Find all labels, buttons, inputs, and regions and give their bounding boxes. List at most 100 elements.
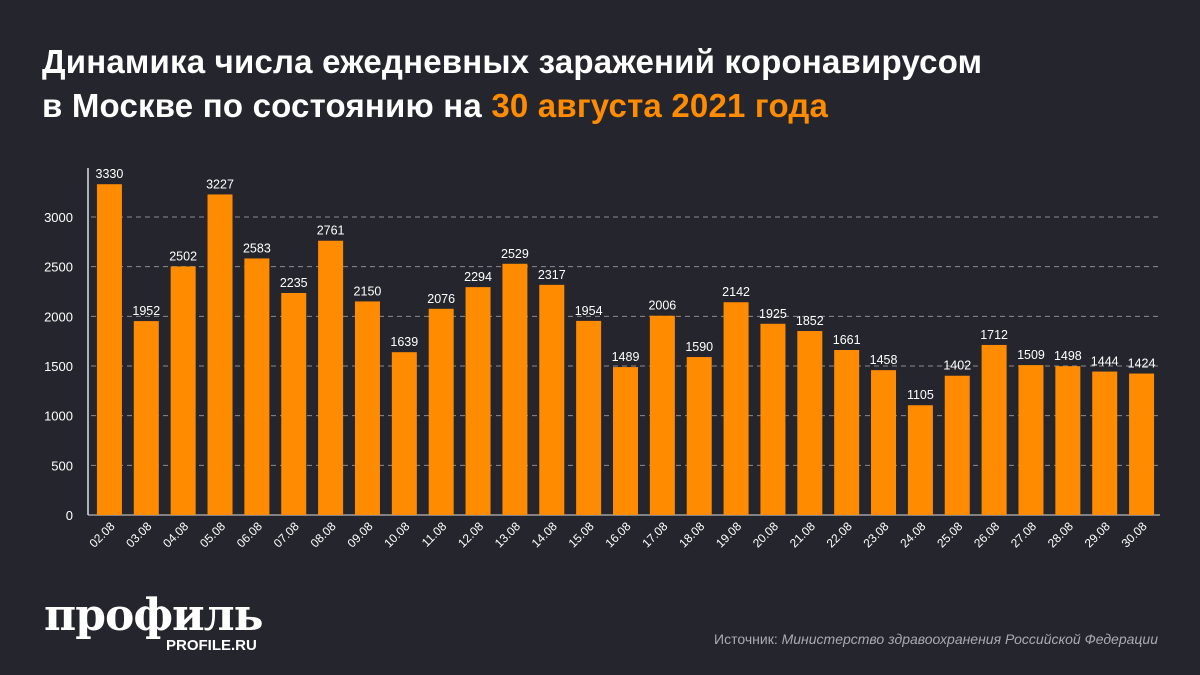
title-date: 30 августа 2021 года <box>491 87 829 124</box>
bar <box>760 323 786 515</box>
y-tick-label: 1000 <box>44 409 73 424</box>
data-label: 2076 <box>427 292 455 306</box>
data-label: 3330 <box>96 167 124 181</box>
logo: профиль <box>44 590 264 641</box>
source-note: Источник: Министерство здравоохранения Р… <box>714 631 1158 647</box>
x-tick-label: 30.08 <box>1119 519 1150 550</box>
x-tick-label: 21.08 <box>787 519 818 550</box>
y-tick-label: 1500 <box>44 359 73 374</box>
data-label: 2150 <box>354 284 382 298</box>
x-tick-label: 03.08 <box>123 519 154 550</box>
data-label: 2317 <box>538 268 566 282</box>
bar <box>207 194 233 515</box>
bar <box>686 357 712 515</box>
x-tick-label: 20.08 <box>750 519 781 550</box>
source-label: Источник: <box>714 631 778 647</box>
bar <box>1129 373 1155 515</box>
bar <box>1092 371 1118 515</box>
x-tick-label: 09.08 <box>344 519 375 550</box>
bar <box>944 375 970 515</box>
data-label: 1712 <box>980 328 1008 342</box>
x-tick-label: 11.08 <box>419 519 450 550</box>
bar <box>170 266 196 515</box>
data-label: 1509 <box>1017 348 1045 362</box>
x-tick-label: 23.08 <box>861 519 892 550</box>
data-label: 1954 <box>575 304 603 318</box>
x-tick-label: 19.08 <box>713 519 744 550</box>
x-tick-label: 18.08 <box>676 519 707 550</box>
bar <box>318 240 344 515</box>
x-tick-label: 05.08 <box>197 519 228 550</box>
data-label: 2235 <box>280 276 308 290</box>
bar <box>354 301 380 515</box>
bar <box>244 258 270 515</box>
bar <box>576 320 602 515</box>
data-label: 1852 <box>796 314 824 328</box>
bar <box>834 350 860 515</box>
bar <box>391 352 417 515</box>
data-label: 2294 <box>464 270 492 284</box>
logo-site: PROFILE.RU <box>166 637 257 654</box>
data-label: 1952 <box>132 304 160 318</box>
data-label: 2142 <box>722 285 750 299</box>
bar <box>797 331 823 515</box>
x-tick-label: 06.08 <box>234 519 265 550</box>
bar <box>613 367 638 515</box>
data-label: 1639 <box>390 335 418 349</box>
title-line1: Динамика числа ежедневных заражений коро… <box>42 43 983 80</box>
x-tick-label: 04.08 <box>160 519 191 550</box>
bar <box>1055 366 1081 515</box>
data-label: 2529 <box>501 247 529 261</box>
x-tick-label: 22.08 <box>824 519 855 550</box>
bar <box>281 292 307 515</box>
data-label: 1489 <box>612 350 640 364</box>
data-label: 1925 <box>759 307 787 321</box>
x-tick-label: 25.08 <box>934 519 965 550</box>
x-tick-label: 29.08 <box>1082 519 1113 550</box>
data-label: 1402 <box>943 359 971 373</box>
x-tick-label: 15.08 <box>566 519 597 550</box>
x-tick-label: 10.08 <box>381 519 412 550</box>
x-tick-label: 28.08 <box>1045 519 1076 550</box>
y-tick-label: 500 <box>51 458 73 473</box>
x-tick-label: 07.08 <box>271 519 302 550</box>
bar <box>649 315 675 515</box>
bar <box>723 302 749 515</box>
bar <box>133 321 159 515</box>
y-tick-label: 0 <box>66 508 73 523</box>
x-tick-label: 16.08 <box>602 519 633 550</box>
x-tick-label: 02.08 <box>86 519 117 550</box>
x-tick-label: 08.08 <box>308 519 339 550</box>
y-tick-label: 2000 <box>44 309 73 324</box>
x-tick-label: 12.08 <box>455 519 486 550</box>
data-label: 2006 <box>648 299 676 313</box>
source-text: Министерство здравоохранения Российской … <box>781 631 1158 647</box>
x-tick-label: 26.08 <box>971 519 1002 550</box>
bar <box>871 370 897 515</box>
x-tick-label: 17.08 <box>639 519 670 550</box>
data-label: 1424 <box>1128 357 1156 371</box>
x-tick-label: 14.08 <box>529 519 560 550</box>
bar <box>981 344 1007 515</box>
data-label: 2583 <box>243 241 271 255</box>
x-tick-label: 13.08 <box>492 519 523 550</box>
data-label: 1458 <box>870 353 898 367</box>
data-label: 1105 <box>907 388 934 402</box>
bar <box>428 308 454 515</box>
data-label: 1498 <box>1054 349 1082 363</box>
y-tick-label: 2500 <box>44 260 73 275</box>
title-line2: в Москве по состоянию на <box>42 87 492 124</box>
data-label: 1590 <box>685 340 713 354</box>
data-label: 1661 <box>833 333 861 347</box>
bar <box>502 263 528 515</box>
data-label: 2502 <box>169 249 197 263</box>
chart-title: Динамика числа ежедневных заражений коро… <box>42 40 982 128</box>
bar <box>1018 365 1044 515</box>
bar <box>907 405 933 515</box>
bar <box>539 284 565 515</box>
data-label: 3227 <box>206 177 234 191</box>
data-label: 2761 <box>317 224 345 238</box>
x-tick-label: 24.08 <box>897 519 928 550</box>
y-tick-label: 3000 <box>44 210 73 225</box>
